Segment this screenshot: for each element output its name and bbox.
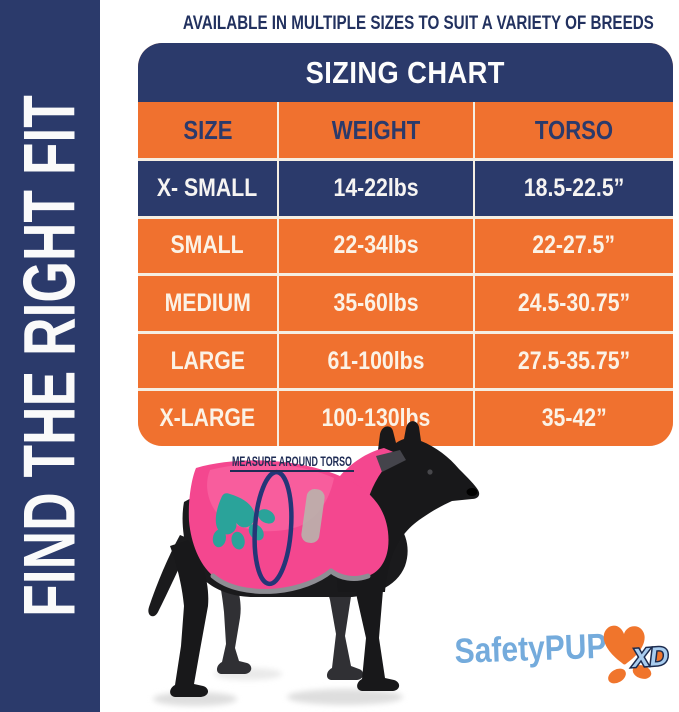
table-cell-size-large: LARGE bbox=[138, 333, 277, 389]
chart-title-text: SIZING CHART bbox=[305, 54, 506, 90]
logo-text: SafetyPUP bbox=[454, 627, 607, 671]
table-cell-torso-xsmall: 18.5-22.5” bbox=[475, 161, 673, 216]
brand-logo: SafetyPUP XD bbox=[454, 625, 671, 684]
table-cell-weight-small: 22-34lbs bbox=[279, 218, 473, 274]
headline-text: AVAILABLE IN MULTIPLE SIZES TO SUIT A VA… bbox=[182, 13, 654, 34]
table-cell-torso-small: 22-27.5” bbox=[475, 218, 673, 274]
table-cell-size-xsmall: X- SMALL bbox=[138, 161, 277, 216]
table-cell-size-small: SMALL bbox=[138, 218, 277, 274]
headline: AVAILABLE IN MULTIPLE SIZES TO SUIT A VA… bbox=[124, 13, 672, 35]
table-cell-torso-large: 27.5-35.75” bbox=[475, 333, 673, 389]
dog-eye bbox=[427, 469, 433, 475]
measure-annotation: MEASURE AROUND TORSO bbox=[232, 453, 352, 469]
reflective-strip bbox=[301, 489, 325, 543]
table-cell-weight-xlarge: 100-130lbs bbox=[279, 391, 473, 446]
banner-title: FIND THE RIGHT FIT bbox=[9, 95, 91, 617]
chart-title: SIZING CHART bbox=[138, 43, 673, 102]
dog-silhouette bbox=[148, 421, 480, 697]
table-cell-weight-medium: 35-60lbs bbox=[279, 276, 473, 331]
column-header-torso: TORSO bbox=[475, 102, 673, 158]
column-header-size: SIZE bbox=[138, 102, 277, 158]
table-cell-size-medium: MEDIUM bbox=[138, 276, 277, 331]
paw-print-icon bbox=[212, 493, 275, 550]
dog-nose bbox=[466, 488, 478, 496]
vest-piping bbox=[210, 568, 334, 594]
column-header-weight: WEIGHT bbox=[279, 102, 473, 158]
logo-suffix: XD bbox=[629, 641, 669, 674]
table-cell-torso-medium: 24.5-30.75” bbox=[475, 276, 673, 331]
dog-shadow bbox=[153, 668, 403, 706]
sizing-table: SIZE WEIGHT TORSO X- SMALL 14-22lbs 18.5… bbox=[138, 102, 673, 446]
safety-vest bbox=[188, 448, 406, 594]
table-cell-weight-xsmall: 14-22lbs bbox=[279, 161, 473, 216]
table-cell-torso-xlarge: 35-42” bbox=[475, 391, 673, 446]
logo-paw-icon bbox=[603, 625, 667, 684]
table-cell-weight-large: 61-100lbs bbox=[279, 333, 473, 389]
torso-measure-ring bbox=[252, 469, 294, 587]
side-banner: FIND THE RIGHT FIT bbox=[0, 0, 100, 712]
table-cell-size-xlarge: X-LARGE bbox=[138, 391, 277, 446]
sizing-chart: SIZING CHART SIZE WEIGHT TORSO X- SMALL … bbox=[138, 43, 673, 446]
